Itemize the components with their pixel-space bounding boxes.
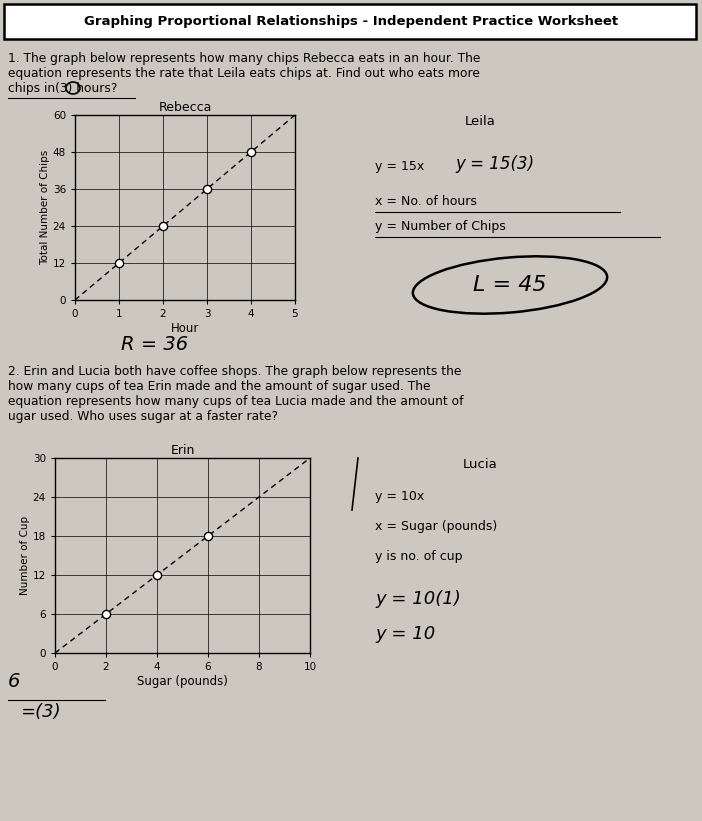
Title: Erin: Erin [171, 444, 194, 456]
Point [157, 219, 168, 232]
Point [201, 182, 213, 195]
Text: y = 15x: y = 15x [375, 160, 424, 173]
Text: 1. The graph below represents how many chips Rebecca eats in an hour. The: 1. The graph below represents how many c… [8, 52, 480, 65]
Point [246, 145, 257, 158]
Text: y = 10(1): y = 10(1) [375, 590, 461, 608]
Text: Lucia: Lucia [463, 458, 498, 471]
Point [100, 608, 112, 621]
Text: Graphing Proportional Relationships - Independent Practice Worksheet: Graphing Proportional Relationships - In… [84, 16, 618, 29]
FancyBboxPatch shape [4, 4, 696, 39]
X-axis label: Hour: Hour [171, 322, 199, 335]
Text: R = 36: R = 36 [121, 335, 189, 354]
Point [114, 256, 125, 269]
Text: y is no. of cup: y is no. of cup [375, 550, 463, 563]
Text: how many cups of tea Erin made and the amount of sugar used. The: how many cups of tea Erin made and the a… [8, 380, 430, 393]
Text: 6: 6 [8, 672, 20, 691]
Title: Rebecca: Rebecca [159, 101, 212, 114]
Text: equation represents the rate that Leila eats chips at. Find out who eats more: equation represents the rate that Leila … [8, 67, 480, 80]
Point [202, 530, 213, 543]
Text: ugar used. Who uses sugar at a faster rate?: ugar used. Who uses sugar at a faster ra… [8, 410, 278, 423]
Y-axis label: Number of Cup: Number of Cup [20, 516, 30, 595]
Text: y = 15(3): y = 15(3) [455, 155, 534, 173]
Text: x = Sugar (pounds): x = Sugar (pounds) [375, 520, 497, 533]
Text: y = 10x: y = 10x [375, 490, 424, 503]
Text: Leila: Leila [465, 115, 496, 128]
Text: y = Number of Chips: y = Number of Chips [375, 220, 505, 233]
Text: =(3): =(3) [20, 703, 60, 721]
Text: 2. Erin and Lucia both have coffee shops. The graph below represents the: 2. Erin and Lucia both have coffee shops… [8, 365, 461, 378]
Text: L = 45: L = 45 [473, 275, 547, 295]
Text: x = No. of hours: x = No. of hours [375, 195, 477, 208]
Text: y = 10: y = 10 [375, 625, 435, 643]
Point [152, 568, 163, 581]
Text: chips in(3) hours?: chips in(3) hours? [8, 82, 117, 95]
Text: equation represents how many cups of tea Lucia made and the amount of: equation represents how many cups of tea… [8, 395, 463, 408]
Y-axis label: Total Number of Chips: Total Number of Chips [40, 150, 50, 265]
X-axis label: Sugar (pounds): Sugar (pounds) [137, 675, 228, 688]
